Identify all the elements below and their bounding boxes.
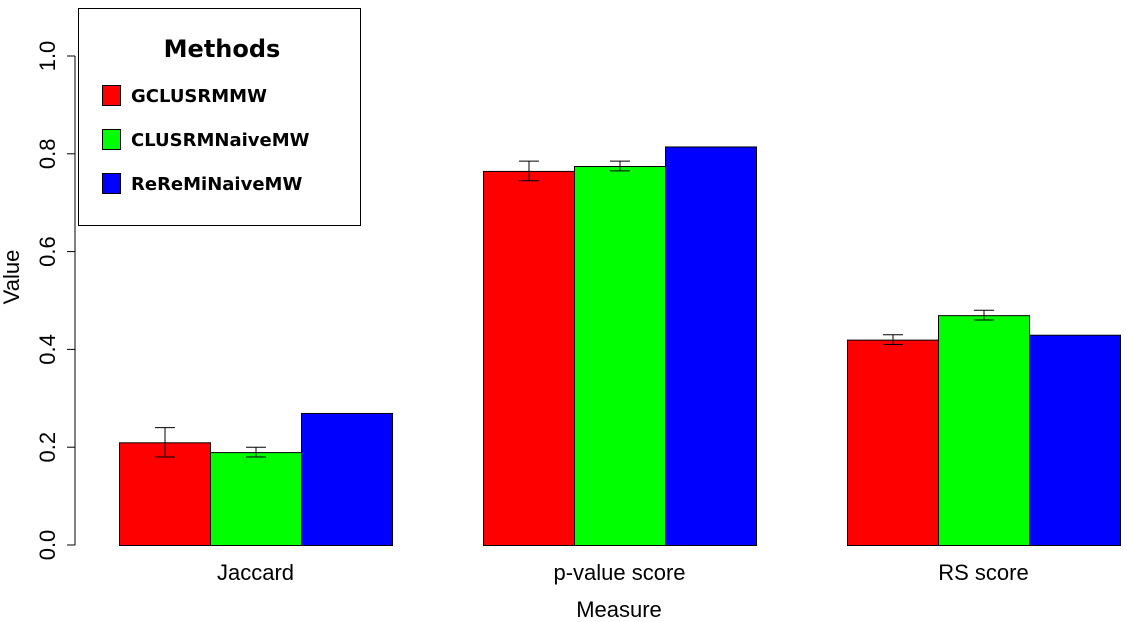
legend-box [78,8,361,226]
bar-CLUSRMNaiveMW-Jaccard [210,452,302,546]
legend-label: CLUSRMNaiveMW [131,130,310,151]
category-label: Jaccard [217,560,294,585]
bar-ReReMiNaiveMW-Jaccard [301,412,393,546]
bar-GCLUSRMMW-p-value score [483,170,575,546]
x-axis-label: Measure [576,597,662,622]
y-axis: 0.0 0.2 0.4 0.6 0.8 1.0 [35,41,76,561]
y-tick-label: 0.4 [35,334,60,365]
legend-swatch [102,85,121,106]
y-tick-label: 0.0 [35,530,60,561]
y-tick-label: 0.2 [35,432,60,463]
legend-label: ReReMiNaiveMW [131,174,302,195]
legend-title: Methods [164,35,281,63]
bar-GCLUSRMMW-RS score [847,339,939,546]
y-tick-label: 0.8 [35,139,60,170]
category-label: RS score [938,560,1028,585]
category-label: p-value score [553,560,685,585]
legend-swatch [102,173,121,194]
bar-CLUSRMNaiveMW-p-value score [574,166,666,546]
legend-items: GCLUSRMMW CLUSRMNaiveMW ReReMiNaiveMW [102,85,310,195]
bar-GCLUSRMMW-Jaccard [119,442,211,546]
y-axis-label: Value [0,250,24,305]
bar-ReReMiNaiveMW-p-value score [665,146,757,546]
y-tick-label: 1.0 [35,41,60,72]
legend-swatch [102,129,121,150]
bar-CLUSRMNaiveMW-RS score [938,315,1030,547]
legend-label: GCLUSRMMW [131,86,267,107]
y-tick-label: 0.6 [35,236,60,267]
legend: Methods GCLUSRMMW CLUSRMNaiveMW ReReMiNaiv… [78,8,361,226]
bars [119,146,1121,547]
error-bars [155,160,994,458]
category-labels: Jaccard p-value score RS score [217,560,1029,585]
bar-ReReMiNaiveMW-RS score [1029,334,1121,547]
